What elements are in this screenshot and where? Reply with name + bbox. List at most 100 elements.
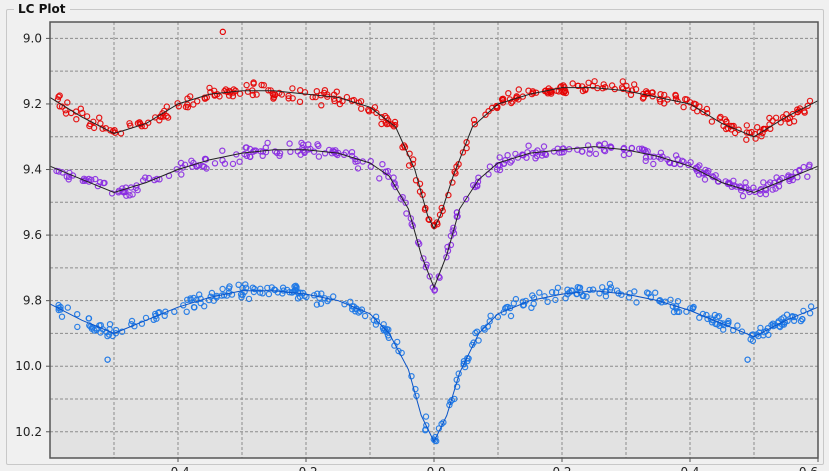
data-point (85, 315, 92, 322)
data-point (806, 161, 813, 168)
data-point (285, 95, 292, 102)
data-point (599, 284, 606, 291)
data-point (62, 110, 70, 117)
data-point (297, 151, 304, 158)
data-point (643, 289, 651, 296)
data-point (754, 123, 761, 131)
data-point (145, 174, 153, 182)
data-point (541, 293, 548, 300)
data-point (289, 85, 296, 92)
data-point (128, 317, 136, 325)
data-point (178, 171, 185, 178)
data-point (578, 83, 586, 90)
data-point (716, 114, 724, 122)
data-point (493, 102, 500, 110)
data-point (596, 290, 603, 297)
data-point (348, 148, 356, 156)
data-point (790, 317, 798, 324)
data-point (499, 99, 507, 106)
data-point (591, 78, 598, 85)
data-point (312, 93, 319, 101)
data-point (426, 216, 433, 223)
data-point (738, 328, 746, 335)
data-point (291, 283, 298, 290)
data-point (151, 114, 159, 121)
data-point (280, 287, 287, 294)
data-point (321, 150, 329, 157)
data-point (225, 285, 233, 292)
data-point (657, 149, 665, 156)
data-point (184, 103, 192, 111)
data-point (156, 117, 163, 124)
data-point (246, 145, 254, 153)
data-point (260, 81, 267, 89)
data-point (696, 162, 703, 169)
data-point (589, 286, 597, 293)
data-point (714, 178, 722, 185)
data-point (700, 108, 707, 116)
data-point (807, 303, 815, 310)
data-point (649, 93, 656, 100)
data-point (799, 315, 806, 323)
data-point (460, 360, 467, 367)
data-point (792, 313, 799, 321)
data-point (56, 92, 63, 99)
data-point (252, 147, 259, 154)
data-point (760, 332, 767, 339)
x-tick-label: 0.6 (799, 465, 818, 471)
data-point (245, 295, 253, 303)
data-point (243, 152, 250, 159)
data-point (471, 120, 478, 128)
data-point (201, 94, 208, 101)
data-point (508, 157, 515, 164)
data-point (544, 298, 551, 305)
data-point (208, 289, 216, 297)
data-point (138, 320, 146, 327)
data-point (187, 295, 194, 302)
data-point (576, 284, 583, 292)
x-tick-label: 0.4 (680, 465, 699, 471)
data-point (674, 155, 682, 163)
data-point (219, 285, 226, 293)
data-point (474, 178, 482, 185)
lc-plot-panel (6, 9, 824, 465)
data-point (585, 79, 592, 87)
data-point (422, 413, 430, 420)
data-point (117, 130, 125, 137)
data-point (744, 356, 751, 363)
data-point (211, 160, 219, 167)
data-point (504, 151, 511, 159)
data-point (250, 288, 258, 296)
data-point (536, 289, 543, 296)
data-point (258, 81, 265, 89)
data-point (548, 289, 556, 296)
data-point (464, 355, 471, 362)
data-point (619, 78, 627, 85)
data-point (586, 150, 593, 157)
data-point (65, 176, 72, 183)
data-point (200, 303, 208, 310)
data-point (379, 160, 386, 168)
data-point (530, 294, 538, 302)
data-point (216, 93, 223, 100)
data-point (463, 138, 470, 146)
data-point (436, 274, 443, 281)
data-point (801, 107, 808, 115)
data-point (664, 156, 671, 163)
data-point (447, 241, 455, 249)
data-point (324, 91, 331, 98)
data-point (486, 163, 494, 170)
data-point (470, 116, 478, 124)
x-tick-label: -0.4 (166, 465, 189, 471)
data-point (650, 153, 658, 160)
data-point (554, 145, 561, 152)
data-point (667, 296, 674, 303)
data-point (161, 312, 168, 319)
data-point (361, 312, 369, 320)
data-point (569, 287, 576, 295)
data-point (279, 284, 287, 291)
data-point (689, 305, 697, 312)
y-tick-label: 9.6 (23, 228, 42, 242)
data-point (357, 98, 365, 105)
